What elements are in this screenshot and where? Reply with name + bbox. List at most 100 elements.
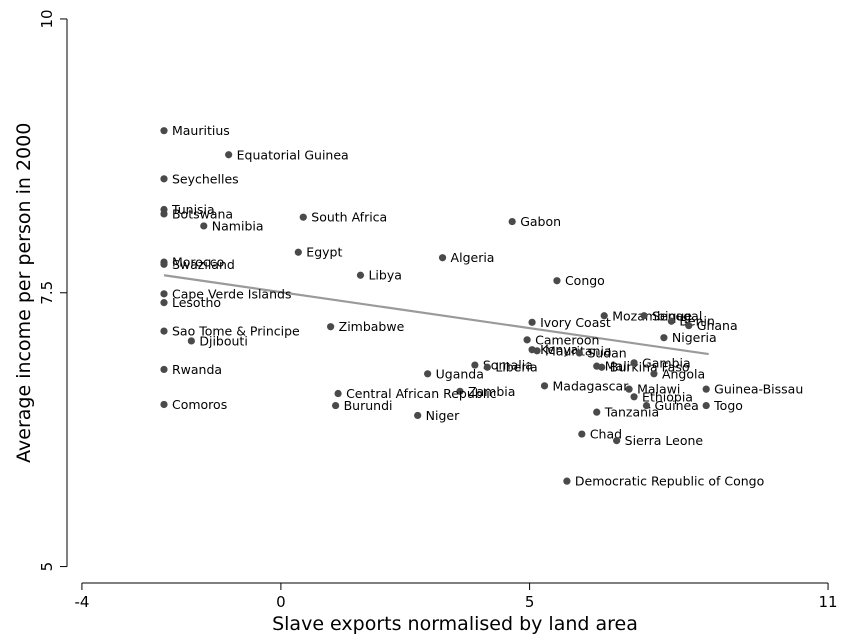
point-label: Somalia xyxy=(483,358,533,373)
point-label: Ethiopia xyxy=(642,389,693,404)
point-label: Cameroon xyxy=(535,332,599,347)
data-point xyxy=(528,318,536,326)
data-point xyxy=(660,334,668,342)
point-label: Madagascar xyxy=(553,378,630,393)
data-point xyxy=(575,349,583,357)
point-label: Rwanda xyxy=(172,362,222,377)
data-point xyxy=(640,312,648,320)
point-label: Egypt xyxy=(306,245,342,260)
y-tick-label: 5 xyxy=(38,562,56,572)
point-label: Guinea-Bissau xyxy=(714,382,803,397)
point-label: Zimbabwe xyxy=(339,319,405,334)
point-label: Seychelles xyxy=(172,171,239,186)
x-tick-label: 11 xyxy=(819,593,838,611)
data-point xyxy=(613,437,621,445)
data-point xyxy=(702,385,710,393)
point-label: Equatorial Guinea xyxy=(237,147,349,162)
point-label: Burundi xyxy=(344,398,393,413)
data-point xyxy=(332,401,340,410)
data-point xyxy=(160,210,168,218)
x-tick-label: 0 xyxy=(276,593,286,611)
data-point xyxy=(578,430,586,438)
data-point xyxy=(160,365,168,374)
point-label: Kenya xyxy=(540,342,578,357)
x-tick-label: 5 xyxy=(525,593,535,611)
y-axis-ticks: 5 7.5 10 xyxy=(38,9,67,571)
data-point xyxy=(160,290,168,298)
data-point xyxy=(160,299,168,307)
data-point xyxy=(667,317,675,325)
point-label: Liberia xyxy=(495,360,537,375)
point-label: Togo xyxy=(713,398,743,413)
point-label: Congo xyxy=(565,273,605,288)
data-point xyxy=(327,323,335,331)
data-point xyxy=(625,385,633,393)
point-label: Sao Tome & Principe xyxy=(172,324,300,339)
data-point xyxy=(294,248,302,256)
x-axis-title: Slave exports normalised by land area xyxy=(272,613,638,635)
point-label: Sudan xyxy=(587,346,626,361)
point-label: Swaziland xyxy=(172,257,235,272)
point-label: Gabon xyxy=(520,214,561,229)
point-label: Botswana xyxy=(172,206,233,221)
data-point xyxy=(630,393,638,401)
data-point xyxy=(685,322,693,330)
point-label: Namibia xyxy=(212,218,264,233)
data-point xyxy=(540,382,549,390)
point-label: Central African Republic xyxy=(346,386,497,401)
point-label: Sierra Leone xyxy=(625,433,704,448)
fit-line-group xyxy=(163,274,709,356)
point-label: Chad xyxy=(590,427,622,442)
data-point xyxy=(160,327,168,335)
point-label: Nigeria xyxy=(672,330,717,345)
data-point xyxy=(160,400,168,409)
data-point xyxy=(593,408,601,416)
data-point xyxy=(200,222,208,230)
data-point xyxy=(642,401,651,410)
data-point xyxy=(600,312,608,320)
data-point xyxy=(299,213,307,221)
point-label: Democratic Republic of Congo xyxy=(575,474,764,489)
data-point xyxy=(471,361,479,369)
data-point xyxy=(630,359,638,367)
point-label: Mauritius xyxy=(172,123,230,138)
point-label: Tunisia xyxy=(171,202,215,217)
data-point xyxy=(702,401,710,410)
point-label: Algeria xyxy=(451,250,495,265)
data-point xyxy=(438,254,447,262)
data-point xyxy=(598,363,606,371)
point-label: Niger xyxy=(426,408,460,423)
data-point xyxy=(225,151,233,159)
point-label: Comoros xyxy=(172,397,227,412)
point-label: Tanzania xyxy=(604,405,659,420)
data-points: Mauritius Equatorial Guinea Seychelles Tuni… xyxy=(160,123,803,489)
data-point xyxy=(187,337,195,345)
point-label: Ghana xyxy=(697,318,738,333)
point-label: Libya xyxy=(368,268,401,283)
data-point xyxy=(483,363,491,371)
data-point xyxy=(523,336,531,344)
point-label: Uganda xyxy=(436,366,484,381)
point-label: Cape Verde Islands xyxy=(172,286,291,301)
point-label: Malawi xyxy=(637,382,680,397)
point-label: Guinea xyxy=(654,398,698,413)
y-tick-label: 7.5 xyxy=(38,281,56,305)
point-label: Senegal xyxy=(652,308,702,323)
point-label: Lesotho xyxy=(172,295,221,310)
data-point xyxy=(563,477,571,485)
y-axis-title: Average income per person in 2000 xyxy=(13,123,35,463)
data-point xyxy=(456,387,464,395)
point-label: Mali xyxy=(605,359,630,374)
data-point xyxy=(533,347,541,355)
fit-line xyxy=(163,274,709,356)
data-point xyxy=(424,370,432,378)
x-axis-ticks: -4 0 5 11 xyxy=(74,583,838,611)
point-label: Gambia xyxy=(642,355,691,370)
y-tick-label: 10 xyxy=(38,9,56,28)
data-point xyxy=(160,260,168,268)
point-label: Ivory Coast xyxy=(540,315,611,330)
data-point xyxy=(160,175,168,183)
point-label: Morocco xyxy=(172,255,224,270)
data-point xyxy=(650,370,658,378)
